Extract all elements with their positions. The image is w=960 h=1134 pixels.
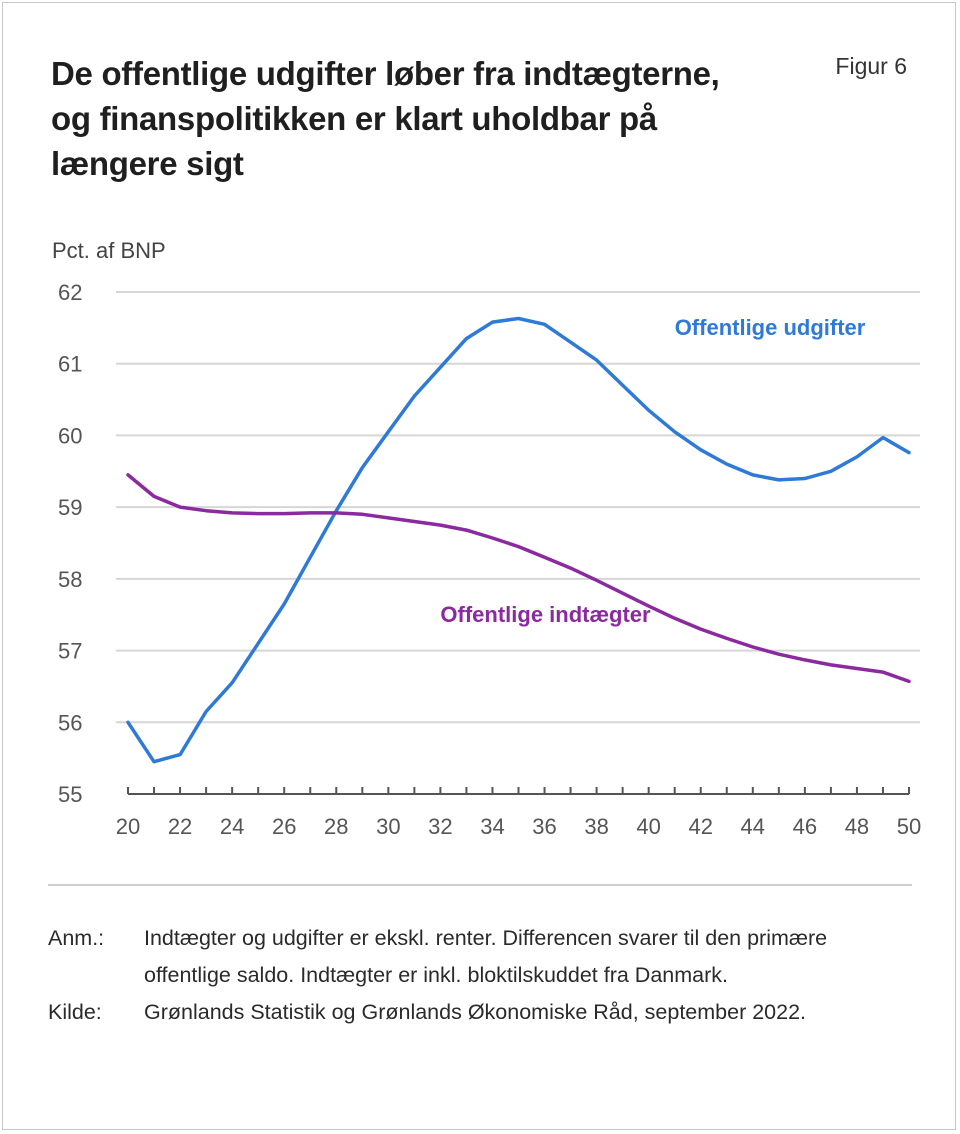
y-tick-label: 60 <box>58 423 82 448</box>
y-tick-labels: 55 56 57 58 59 60 61 62 <box>58 280 82 807</box>
x-tick-label: 34 <box>480 814 504 839</box>
note-kilde: Kilde: Grønlands Statistik og Grønlands … <box>48 994 918 1031</box>
note-anm: Anm.: Indtægter og udgifter er ekskl. re… <box>48 920 918 994</box>
x-tick-label: 28 <box>324 814 348 839</box>
y-tick-label: 55 <box>58 782 82 807</box>
y-tick-label: 57 <box>58 639 82 664</box>
x-tick-label: 30 <box>376 814 400 839</box>
x-tick-labels: 20 22 24 26 28 30 32 34 36 38 40 42 44 46 48 50 <box>116 814 921 839</box>
x-tick-label: 44 <box>741 814 765 839</box>
notes-section: Anm.: Indtægter og udgifter er ekskl. re… <box>48 920 918 1031</box>
figure-number: Figur 6 <box>835 53 907 79</box>
series-line-udgifter <box>126 316 911 764</box>
x-tick-label: 26 <box>272 814 296 839</box>
x-tick-label: 42 <box>688 814 712 839</box>
y-tick-label: 56 <box>58 710 82 735</box>
series-line-indtaegter <box>126 473 911 684</box>
x-tick-label: 50 <box>897 814 921 839</box>
note-kilde-text: Grønlands Statistik og Grønlands Økonomi… <box>144 1000 807 1024</box>
note-kilde-label: Kilde: <box>48 1000 102 1024</box>
y-tick-label: 58 <box>58 567 82 592</box>
x-tick-label: 48 <box>845 814 869 839</box>
gridlines <box>116 291 920 724</box>
line-chart: Pct. af BNP 55 56 57 58 59 60 61 62 20 22 24 26 28 3… <box>52 238 921 839</box>
x-tick-label: 38 <box>584 814 608 839</box>
figure-title: De offentlige udgifter løber fra indtægt… <box>51 55 720 182</box>
x-tick-label: 20 <box>116 814 140 839</box>
series-label-indtaegter: Offentlige indtægter <box>440 602 651 627</box>
y-tick-label: 59 <box>58 495 82 520</box>
note-anm-text: Indtægter og udgifter er ekskl. renter. … <box>144 926 828 987</box>
x-axis <box>127 787 910 795</box>
y-axis-label: Pct. af BNP <box>52 238 166 263</box>
x-tick-label: 46 <box>793 814 817 839</box>
note-anm-label: Anm.: <box>48 926 105 950</box>
series-label-udgifter: Offentlige udgifter <box>675 315 866 340</box>
x-tick-label: 22 <box>168 814 192 839</box>
x-tick-label: 36 <box>532 814 556 839</box>
divider <box>48 884 912 886</box>
x-tick-label: 40 <box>636 814 660 839</box>
y-tick-label: 62 <box>58 280 82 305</box>
x-tick-label: 32 <box>428 814 452 839</box>
series-annotations: Offentlige udgifter Offentlige indtægter <box>440 315 865 627</box>
series-lines <box>126 316 911 764</box>
x-tick-label: 24 <box>220 814 244 839</box>
y-tick-label: 61 <box>58 352 82 377</box>
